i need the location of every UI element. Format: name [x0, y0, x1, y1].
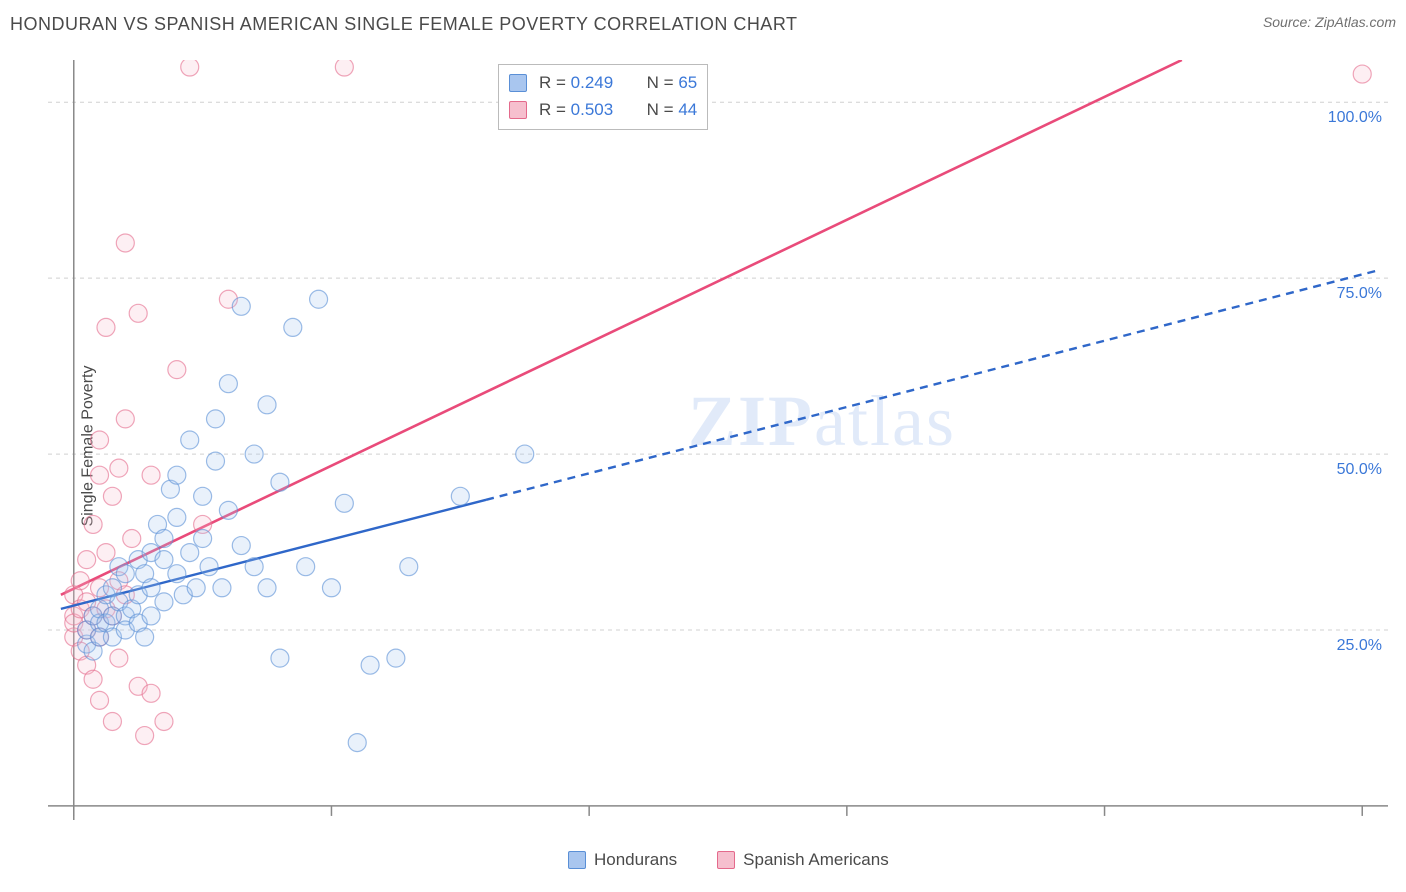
correlation-stats-box: R = 0.249 N = 65R = 0.503 N = 44	[498, 64, 708, 130]
data-point-spanish_americans	[97, 318, 115, 336]
data-point-spanish_americans	[123, 530, 141, 548]
stat-n-label: N = 44	[647, 96, 698, 123]
data-point-spanish_americans	[91, 431, 109, 449]
data-point-hondurans	[232, 537, 250, 555]
data-point-hondurans	[284, 318, 302, 336]
legend-label-hondurans: Hondurans	[594, 850, 677, 870]
data-point-hondurans	[213, 579, 231, 597]
stats-row-spanish_americans: R = 0.503 N = 44	[509, 96, 697, 123]
series-legend: Hondurans Spanish Americans	[568, 850, 889, 870]
data-point-hondurans	[219, 501, 237, 519]
data-point-spanish_americans	[136, 727, 154, 745]
swatch-spanish_americans	[509, 101, 527, 119]
data-point-hondurans	[219, 375, 237, 393]
y-tick-label: 75.0%	[1337, 285, 1382, 302]
y-tick-label: 100.0%	[1328, 109, 1382, 126]
data-point-hondurans	[142, 579, 160, 597]
stat-n-value: 65	[678, 73, 697, 92]
data-point-hondurans	[181, 431, 199, 449]
chart-area: 25.0%50.0%75.0%100.0%0.0%100.0% ZIPatlas…	[48, 60, 1388, 820]
source-attribution: Source: ZipAtlas.com	[1263, 14, 1396, 30]
data-point-spanish_americans	[78, 551, 96, 569]
data-point-hondurans	[361, 656, 379, 674]
legend-label-spanish_americans: Spanish Americans	[743, 850, 889, 870]
chart-header: HONDURAN VS SPANISH AMERICAN SINGLE FEMA…	[10, 14, 1396, 35]
source-prefix: Source:	[1263, 14, 1315, 30]
data-point-spanish_americans	[116, 234, 134, 252]
data-point-spanish_americans	[97, 544, 115, 562]
data-point-hondurans	[245, 558, 263, 576]
data-point-hondurans	[258, 579, 276, 597]
stat-r-value: 0.503	[571, 100, 614, 119]
data-point-spanish_americans	[1353, 65, 1371, 83]
data-point-hondurans	[116, 565, 134, 583]
legend-item-hondurans: Hondurans	[568, 850, 677, 870]
legend-swatch-spanish_americans	[717, 851, 735, 869]
data-point-hondurans	[207, 452, 225, 470]
stat-n-label: N = 65	[647, 69, 698, 96]
data-point-spanish_americans	[335, 60, 353, 76]
stat-r-value: 0.249	[571, 73, 614, 92]
data-point-spanish_americans	[71, 572, 89, 590]
stat-r-label: R = 0.503	[539, 96, 613, 123]
data-point-hondurans	[271, 473, 289, 491]
data-point-hondurans	[136, 628, 154, 646]
data-point-hondurans	[142, 607, 160, 625]
y-tick-label: 50.0%	[1337, 461, 1382, 478]
scatter-plot-svg: 25.0%50.0%75.0%100.0%0.0%100.0%	[48, 60, 1388, 820]
data-point-spanish_americans	[110, 459, 128, 477]
data-point-hondurans	[155, 530, 173, 548]
data-point-spanish_americans	[168, 361, 186, 379]
data-point-hondurans	[194, 487, 212, 505]
data-point-hondurans	[207, 410, 225, 428]
y-tick-label: 25.0%	[1337, 637, 1382, 654]
stat-n-value: 44	[678, 100, 697, 119]
legend-item-spanish_americans: Spanish Americans	[717, 850, 889, 870]
data-point-spanish_americans	[142, 684, 160, 702]
data-point-hondurans	[168, 508, 186, 526]
data-point-hondurans	[155, 593, 173, 611]
data-point-spanish_americans	[84, 670, 102, 688]
data-point-hondurans	[168, 466, 186, 484]
data-point-hondurans	[187, 579, 205, 597]
data-point-spanish_americans	[110, 649, 128, 667]
data-point-hondurans	[451, 487, 469, 505]
data-point-hondurans	[232, 297, 250, 315]
data-point-hondurans	[400, 558, 418, 576]
data-point-spanish_americans	[142, 466, 160, 484]
trend-line-dashed-hondurans	[486, 271, 1375, 500]
data-point-hondurans	[322, 579, 340, 597]
data-point-spanish_americans	[103, 712, 121, 730]
data-point-spanish_americans	[181, 60, 199, 76]
data-point-hondurans	[310, 290, 328, 308]
data-point-spanish_americans	[84, 515, 102, 533]
data-point-hondurans	[271, 649, 289, 667]
data-point-spanish_americans	[129, 304, 147, 322]
data-point-hondurans	[168, 565, 186, 583]
data-point-hondurans	[155, 551, 173, 569]
legend-swatch-hondurans	[568, 851, 586, 869]
data-point-hondurans	[335, 494, 353, 512]
data-point-hondurans	[516, 445, 534, 463]
data-point-hondurans	[297, 558, 315, 576]
data-point-hondurans	[348, 734, 366, 752]
data-point-hondurans	[181, 544, 199, 562]
data-point-hondurans	[258, 396, 276, 414]
data-point-spanish_americans	[91, 466, 109, 484]
data-point-spanish_americans	[116, 410, 134, 428]
source-name: ZipAtlas.com	[1315, 14, 1396, 30]
stats-row-hondurans: R = 0.249 N = 65	[509, 69, 697, 96]
chart-title: HONDURAN VS SPANISH AMERICAN SINGLE FEMA…	[10, 14, 798, 35]
data-point-spanish_americans	[103, 487, 121, 505]
data-point-hondurans	[200, 558, 218, 576]
data-point-hondurans	[245, 445, 263, 463]
data-point-spanish_americans	[91, 691, 109, 709]
swatch-hondurans	[509, 74, 527, 92]
data-point-hondurans	[387, 649, 405, 667]
stat-r-label: R = 0.249	[539, 69, 613, 96]
data-point-hondurans	[194, 530, 212, 548]
data-point-spanish_americans	[155, 712, 173, 730]
